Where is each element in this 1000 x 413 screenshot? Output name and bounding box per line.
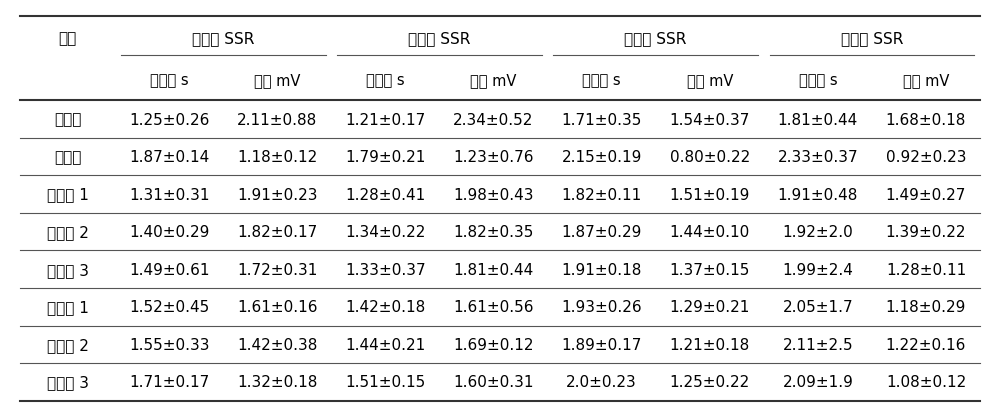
- Text: 1.18±0.12: 1.18±0.12: [237, 150, 317, 165]
- Text: 1.93±0.26: 1.93±0.26: [561, 299, 642, 314]
- Text: 1.60±0.31: 1.60±0.31: [453, 375, 534, 389]
- Text: 潜伏期 s: 潜伏期 s: [366, 74, 405, 88]
- Text: 对比例 1: 对比例 1: [47, 299, 88, 314]
- Text: 2.11±2.5: 2.11±2.5: [783, 337, 853, 352]
- Text: 2.0±0.23: 2.0±0.23: [566, 375, 637, 389]
- Text: 潜伏期 s: 潜伏期 s: [150, 74, 188, 88]
- Text: 1.08±0.12: 1.08±0.12: [886, 375, 966, 389]
- Text: 对比例 3: 对比例 3: [47, 375, 89, 389]
- Text: 潜伏期 s: 潜伏期 s: [582, 74, 621, 88]
- Text: 1.49±0.27: 1.49±0.27: [886, 187, 966, 202]
- Text: 实施例 3: 实施例 3: [47, 262, 89, 277]
- Text: 右上肢 SSR: 右上肢 SSR: [408, 31, 471, 46]
- Text: 1.68±0.18: 1.68±0.18: [886, 112, 966, 127]
- Text: 1.54±0.37: 1.54±0.37: [670, 112, 750, 127]
- Text: 实施例 1: 实施例 1: [47, 187, 88, 202]
- Text: 1.25±0.22: 1.25±0.22: [670, 375, 750, 389]
- Text: 1.82±0.35: 1.82±0.35: [453, 225, 534, 240]
- Text: 1.33±0.37: 1.33±0.37: [345, 262, 426, 277]
- Text: 1.28±0.41: 1.28±0.41: [345, 187, 426, 202]
- Text: 空白组: 空白组: [54, 150, 81, 165]
- Text: 潜伏期 s: 潜伏期 s: [799, 74, 837, 88]
- Text: 1.42±0.38: 1.42±0.38: [237, 337, 317, 352]
- Text: 1.82±0.17: 1.82±0.17: [237, 225, 317, 240]
- Text: 1.39±0.22: 1.39±0.22: [886, 225, 966, 240]
- Text: 1.81±0.44: 1.81±0.44: [778, 112, 858, 127]
- Text: 1.44±0.10: 1.44±0.10: [670, 225, 750, 240]
- Text: 右下肢 SSR: 右下肢 SSR: [841, 31, 903, 46]
- Text: 波幅 mV: 波幅 mV: [470, 74, 517, 88]
- Text: 0.92±0.23: 0.92±0.23: [886, 150, 966, 165]
- Text: 1.71±0.35: 1.71±0.35: [561, 112, 642, 127]
- Text: 1.42±0.18: 1.42±0.18: [345, 299, 426, 314]
- Text: 1.91±0.48: 1.91±0.48: [778, 187, 858, 202]
- Text: 1.61±0.16: 1.61±0.16: [237, 299, 318, 314]
- Text: 对照组: 对照组: [54, 112, 81, 127]
- Text: 0.80±0.22: 0.80±0.22: [670, 150, 750, 165]
- Text: 1.25±0.26: 1.25±0.26: [129, 112, 209, 127]
- Text: 1.23±0.76: 1.23±0.76: [453, 150, 534, 165]
- Text: 1.51±0.15: 1.51±0.15: [345, 375, 426, 389]
- Text: 1.71±0.17: 1.71±0.17: [129, 375, 209, 389]
- Text: 1.69±0.12: 1.69±0.12: [453, 337, 534, 352]
- Text: 1.55±0.33: 1.55±0.33: [129, 337, 209, 352]
- Text: 2.09±1.9: 2.09±1.9: [782, 375, 853, 389]
- Text: 1.81±0.44: 1.81±0.44: [453, 262, 534, 277]
- Text: 2.33±0.37: 2.33±0.37: [778, 150, 858, 165]
- Text: 1.31±0.31: 1.31±0.31: [129, 187, 209, 202]
- Text: 1.79±0.21: 1.79±0.21: [345, 150, 426, 165]
- Text: 1.28±0.11: 1.28±0.11: [886, 262, 966, 277]
- Text: 1.37±0.15: 1.37±0.15: [670, 262, 750, 277]
- Text: 1.44±0.21: 1.44±0.21: [345, 337, 426, 352]
- Text: 组别: 组别: [58, 31, 77, 46]
- Text: 1.18±0.29: 1.18±0.29: [886, 299, 966, 314]
- Text: 1.21±0.18: 1.21±0.18: [670, 337, 750, 352]
- Text: 对比例 2: 对比例 2: [47, 337, 88, 352]
- Text: 2.34±0.52: 2.34±0.52: [453, 112, 534, 127]
- Text: 1.22±0.16: 1.22±0.16: [886, 337, 966, 352]
- Text: 波幅 mV: 波幅 mV: [254, 74, 300, 88]
- Text: 1.91±0.23: 1.91±0.23: [237, 187, 318, 202]
- Text: 1.87±0.14: 1.87±0.14: [129, 150, 209, 165]
- Text: 1.89±0.17: 1.89±0.17: [561, 337, 642, 352]
- Text: 1.40±0.29: 1.40±0.29: [129, 225, 209, 240]
- Text: 1.52±0.45: 1.52±0.45: [129, 299, 209, 314]
- Text: 1.21±0.17: 1.21±0.17: [345, 112, 426, 127]
- Text: 1.51±0.19: 1.51±0.19: [670, 187, 750, 202]
- Text: 1.99±2.4: 1.99±2.4: [782, 262, 853, 277]
- Text: 1.92±2.0: 1.92±2.0: [782, 225, 853, 240]
- Text: 1.98±0.43: 1.98±0.43: [453, 187, 534, 202]
- Text: 1.72±0.31: 1.72±0.31: [237, 262, 317, 277]
- Text: 2.05±1.7: 2.05±1.7: [783, 299, 853, 314]
- Text: 1.87±0.29: 1.87±0.29: [561, 225, 642, 240]
- Text: 左下肢 SSR: 左下肢 SSR: [624, 31, 687, 46]
- Text: 左上肢 SSR: 左上肢 SSR: [192, 31, 254, 46]
- Text: 实施例 2: 实施例 2: [47, 225, 88, 240]
- Text: 2.15±0.19: 2.15±0.19: [561, 150, 642, 165]
- Text: 波幅 mV: 波幅 mV: [687, 74, 733, 88]
- Text: 1.91±0.18: 1.91±0.18: [561, 262, 642, 277]
- Text: 1.34±0.22: 1.34±0.22: [345, 225, 426, 240]
- Text: 1.32±0.18: 1.32±0.18: [237, 375, 317, 389]
- Text: 1.82±0.11: 1.82±0.11: [561, 187, 642, 202]
- Text: 1.49±0.61: 1.49±0.61: [129, 262, 209, 277]
- Text: 波幅 mV: 波幅 mV: [903, 74, 949, 88]
- Text: 2.11±0.88: 2.11±0.88: [237, 112, 317, 127]
- Text: 1.61±0.56: 1.61±0.56: [453, 299, 534, 314]
- Text: 1.29±0.21: 1.29±0.21: [670, 299, 750, 314]
